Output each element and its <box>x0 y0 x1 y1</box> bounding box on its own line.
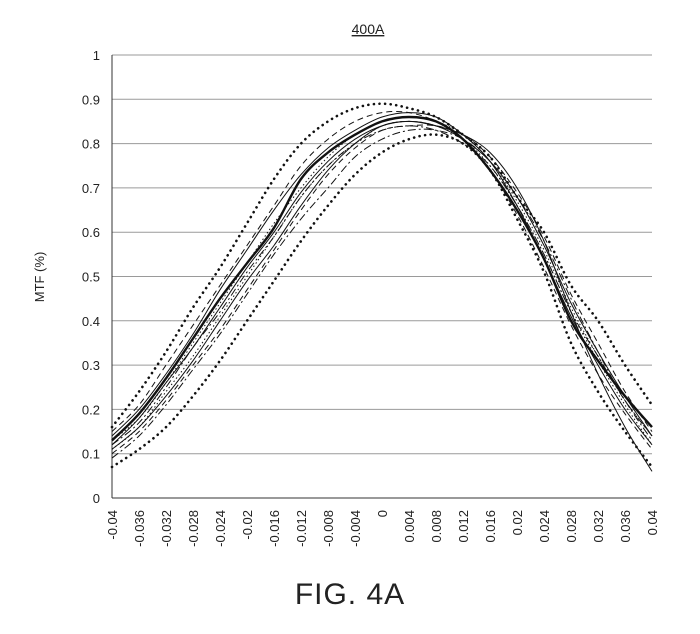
gridlines <box>112 54 652 455</box>
y-tick-label: 0.5 <box>82 270 100 285</box>
figure-caption: FIG. 4A <box>294 578 406 611</box>
x-tick-label: -0.024 <box>213 510 228 547</box>
x-tick-label: -0.032 <box>159 510 174 547</box>
series-line-7 <box>111 128 653 459</box>
x-tick-label: 0.04 <box>645 510 660 535</box>
y-tick-label: 1 <box>93 48 100 63</box>
y-tick-label: 0.1 <box>82 447 100 462</box>
y-tick-label: 0.9 <box>82 92 100 107</box>
y-tick-label: 0.3 <box>82 358 100 373</box>
mtf-line-chart: 400A MTF (%) 0 0.1 0.2 0.3 0.4 0.5 0.6 0.7 0.8 0.… <box>32 21 660 547</box>
y-tick-label: 0.6 <box>82 225 100 240</box>
x-tick-label: 0.028 <box>564 510 579 543</box>
series-lines <box>110 102 654 472</box>
y-tick-label: 0 <box>93 491 100 506</box>
y-tick-label: 0.7 <box>82 181 100 196</box>
x-tick-label: -0.012 <box>294 510 309 547</box>
x-tick-label: 0.02 <box>510 510 525 535</box>
x-tick-label: -0.02 <box>240 510 255 540</box>
x-tick-label: -0.028 <box>186 510 201 547</box>
x-tick-label: -0.008 <box>321 510 336 547</box>
x-tick-label: -0.04 <box>105 510 120 540</box>
axes <box>111 55 652 499</box>
series-line-3 <box>110 133 654 469</box>
series-line-10 <box>111 116 653 441</box>
x-tick-label: 0.016 <box>483 510 498 543</box>
y-tick-label: 0.8 <box>82 137 100 152</box>
y-tick-label: 0.4 <box>82 314 100 329</box>
series-line-6 <box>111 125 653 446</box>
y-tick-labels: 0 0.1 0.2 0.3 0.4 0.5 0.6 0.7 0.8 0.9 1 <box>82 48 100 506</box>
series-line-9 <box>111 124 653 455</box>
y-tick-label: 0.2 <box>82 402 100 417</box>
x-tick-label: 0.004 <box>402 510 417 543</box>
x-tick-labels: -0.04 -0.036 -0.032 -0.028 -0.024 -0.02 -0.016… <box>105 510 660 547</box>
y-axis-title: MTF (%) <box>32 252 47 303</box>
series-line-12 <box>111 120 653 446</box>
chart-title: 400A <box>352 21 385 37</box>
series-line-11 <box>111 120 653 450</box>
x-tick-label: 0.012 <box>456 510 471 543</box>
series-line-5 <box>111 112 653 446</box>
series-line-2 <box>110 102 654 429</box>
x-tick-label: -0.004 <box>348 510 363 547</box>
x-tick-label: -0.036 <box>132 510 147 547</box>
x-tick-label: 0.008 <box>429 510 444 543</box>
series-line-4 <box>111 120 653 472</box>
x-tick-label: 0.024 <box>537 510 552 543</box>
x-tick-label: 0.036 <box>618 510 633 543</box>
x-tick-label: 0 <box>375 510 390 517</box>
series-line-1 <box>111 115 653 442</box>
series-line-8 <box>111 110 653 450</box>
x-tick-label: -0.016 <box>267 510 282 547</box>
x-tick-label: 0.032 <box>591 510 606 543</box>
